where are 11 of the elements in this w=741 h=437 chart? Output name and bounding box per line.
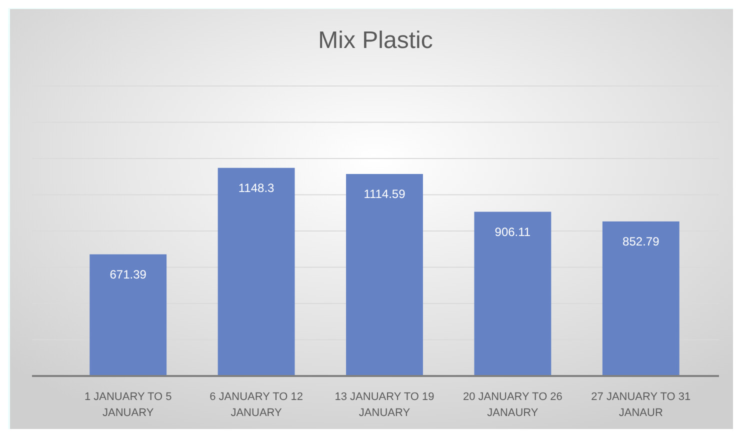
data-label: 852.79 xyxy=(622,234,660,248)
x-tick-label: 6 JANUARY TO 12 JANUARY xyxy=(210,391,303,419)
x-tick-label: 20 JANUARY TO 26 JANAURY xyxy=(462,391,562,419)
data-label: 1114.59 xyxy=(364,186,406,201)
x-tick-label: 13 JANUARY TO 19 JANUARY xyxy=(334,391,434,419)
data-label: 906.11 xyxy=(494,224,531,239)
chart-title: Mix Plastic xyxy=(318,27,433,54)
x-tick-label: 1 JANUARY TO 5 JANUARY xyxy=(84,391,172,419)
x-tick-label: 27 JANUARY TO 31 JANAUR xyxy=(591,391,691,419)
data-label: 671.39 xyxy=(110,267,147,282)
data-label: 1148.3 xyxy=(238,180,275,195)
